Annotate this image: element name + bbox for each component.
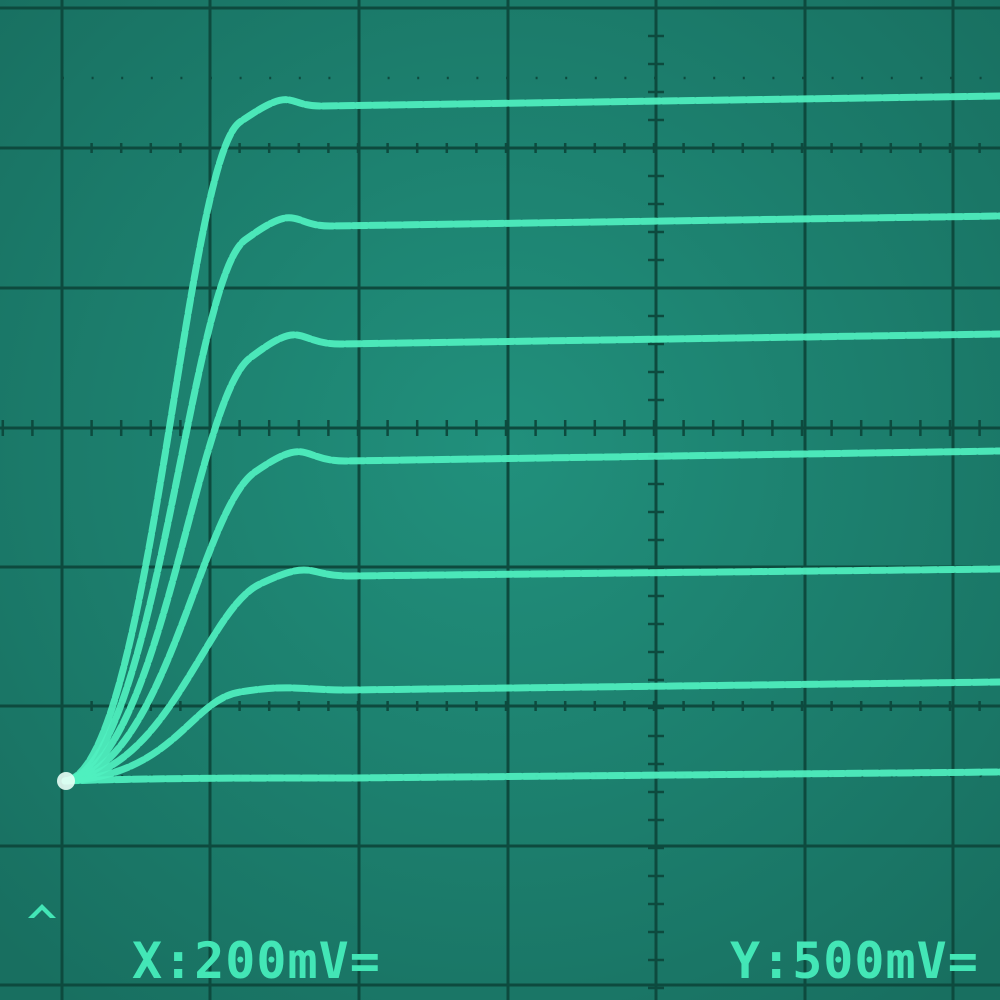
trace	[61, 565, 1000, 785]
trace	[61, 447, 1000, 785]
trace	[61, 330, 1000, 785]
traces	[61, 92, 1000, 785]
y-scale-readout: Y:500mV=	[730, 932, 979, 990]
trace	[61, 678, 1000, 785]
trace	[61, 212, 1000, 785]
trace-origin-spot	[57, 772, 75, 790]
x-scale-readout: X:200mV=	[132, 932, 381, 990]
trace	[61, 768, 1000, 785]
trigger-marker	[28, 904, 56, 918]
trace	[61, 92, 1000, 785]
